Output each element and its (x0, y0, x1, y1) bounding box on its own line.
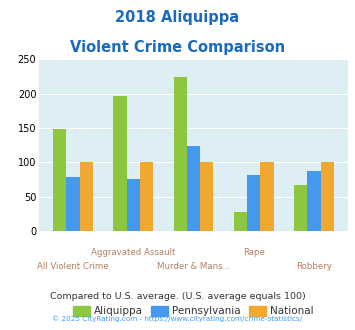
Text: Rape: Rape (243, 248, 265, 257)
Bar (321, 162, 334, 231)
Text: All Violent Crime: All Violent Crime (37, 262, 109, 271)
Bar (200, 162, 213, 231)
Bar (53, 129, 66, 231)
Bar (127, 179, 140, 231)
Text: Murder & Mans...: Murder & Mans... (157, 262, 230, 271)
Bar (66, 177, 80, 231)
Bar (187, 146, 200, 231)
Text: Robbery: Robbery (296, 262, 332, 271)
Bar (260, 162, 274, 231)
Text: Violent Crime Comparison: Violent Crime Comparison (70, 40, 285, 54)
Bar (247, 176, 260, 231)
Text: Aggravated Assault: Aggravated Assault (91, 248, 175, 257)
Bar (140, 162, 153, 231)
Text: 2018 Aliquippa: 2018 Aliquippa (115, 10, 240, 25)
Text: Compared to U.S. average. (U.S. average equals 100): Compared to U.S. average. (U.S. average … (50, 292, 305, 301)
Text: © 2025 CityRating.com - https://www.cityrating.com/crime-statistics/: © 2025 CityRating.com - https://www.city… (53, 315, 302, 322)
Bar (174, 77, 187, 231)
Bar (294, 185, 307, 231)
Bar (113, 96, 127, 231)
Legend: Aliquippa, Pennsylvania, National: Aliquippa, Pennsylvania, National (69, 301, 318, 320)
Bar (234, 213, 247, 231)
Bar (307, 171, 321, 231)
Bar (80, 162, 93, 231)
